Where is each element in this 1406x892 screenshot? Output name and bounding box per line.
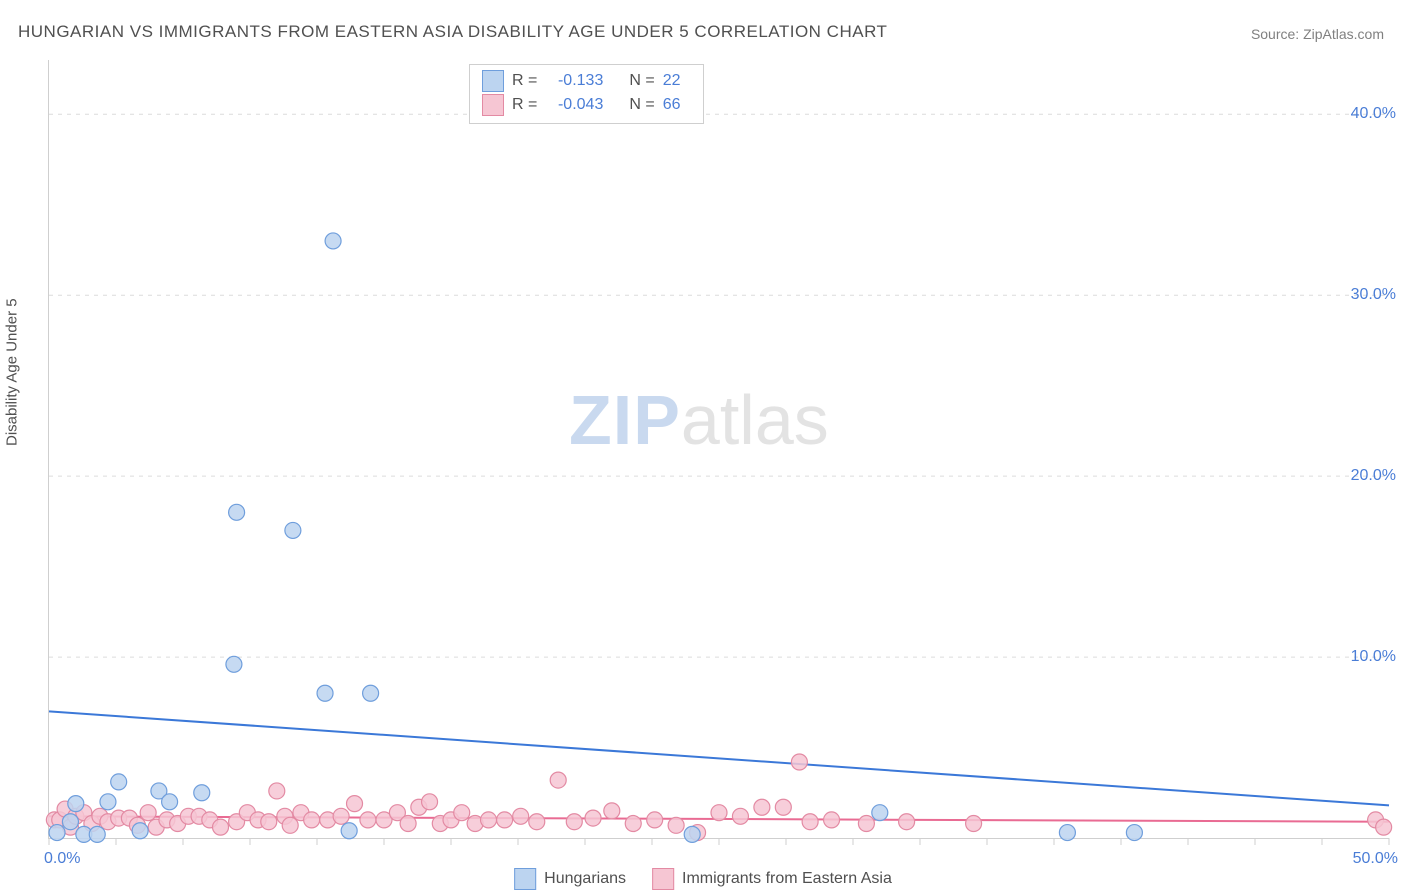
r-value-hungarians: -0.133 [545,72,603,90]
legend-item-hungarians: Hungarians [514,868,626,890]
x-tick-right: 50.0% [1353,850,1398,868]
x-tick-left: 0.0% [44,850,80,868]
legend-swatch-immigrants [652,868,674,890]
bottom-legend: Hungarians Immigrants from Eastern Asia [514,868,892,890]
swatch-hungarians [482,70,504,92]
r-label: R = [512,72,537,90]
plot-area: ZIPatlas R = -0.133 N = 22 R = -0.043 N … [48,60,1389,839]
y-axis-label: Disability Age Under 5 [4,298,21,446]
n-label: N = [629,96,654,114]
source-attribution: Source: ZipAtlas.com [1251,26,1384,42]
n-label: N = [629,72,654,90]
n-value-hungarians: 22 [663,72,691,90]
legend-label-immigrants: Immigrants from Eastern Asia [682,870,892,888]
legend-item-immigrants: Immigrants from Eastern Asia [652,868,892,890]
y-tick-label: 20.0% [1351,467,1396,485]
chart-svg [49,60,1389,838]
corr-row-hungarians: R = -0.133 N = 22 [482,69,691,93]
swatch-immigrants [482,94,504,116]
n-value-immigrants: 66 [663,96,691,114]
y-tick-label: 40.0% [1351,105,1396,123]
y-tick-label: 30.0% [1351,286,1396,304]
corr-row-immigrants: R = -0.043 N = 66 [482,93,691,117]
r-label: R = [512,96,537,114]
legend-swatch-hungarians [514,868,536,890]
chart-title: HUNGARIAN VS IMMIGRANTS FROM EASTERN ASI… [18,22,887,42]
r-value-immigrants: -0.043 [545,96,603,114]
y-tick-label: 10.0% [1351,648,1396,666]
correlation-legend-box: R = -0.133 N = 22 R = -0.043 N = 66 [469,64,704,124]
legend-label-hungarians: Hungarians [544,870,626,888]
